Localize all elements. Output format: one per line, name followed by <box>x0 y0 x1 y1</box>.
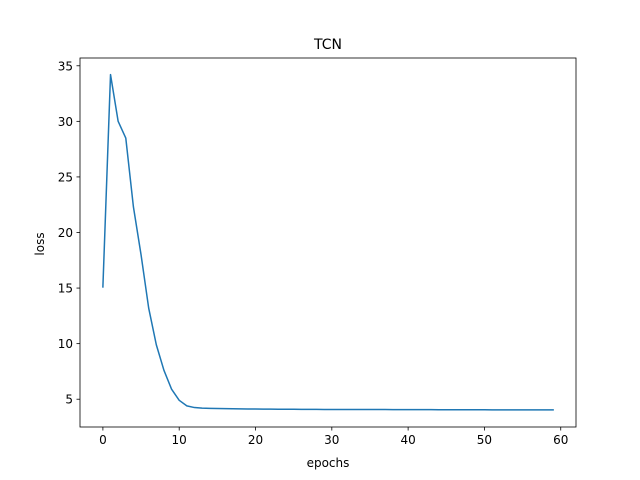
y-axis-label: loss <box>33 232 47 255</box>
y-tick-label: 30 <box>58 115 73 129</box>
x-tick-label: 10 <box>172 433 187 447</box>
x-tick-label: 20 <box>248 433 263 447</box>
y-tick-label: 10 <box>58 337 73 351</box>
x-axis-label: epochs <box>307 456 350 470</box>
chart-title: TCN <box>313 37 342 53</box>
x-tick-label: 30 <box>324 433 339 447</box>
y-axis: 5 10 15 20 25 30 35 <box>58 59 80 407</box>
x-tick-label: 40 <box>400 433 415 447</box>
x-tick-label: 0 <box>99 433 107 447</box>
x-tick-label: 60 <box>553 433 568 447</box>
plot-frame <box>79 57 577 428</box>
y-tick-label: 5 <box>65 393 73 407</box>
plot-area <box>79 57 577 428</box>
x-axis: 0 10 20 30 40 50 60 <box>99 427 568 447</box>
y-tick-label: 25 <box>58 170 73 184</box>
x-tick-label: 50 <box>477 433 492 447</box>
y-tick-label: 20 <box>58 226 73 240</box>
y-tick-label: 35 <box>58 59 73 73</box>
y-tick-label: 15 <box>58 282 73 296</box>
series-line-0 <box>102 73 554 411</box>
